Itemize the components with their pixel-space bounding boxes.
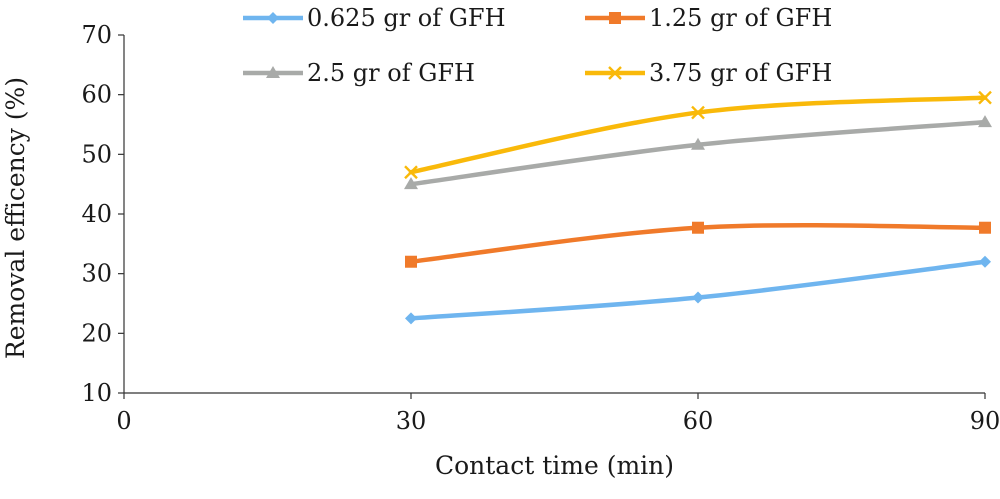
y-tick-label: 20 xyxy=(81,319,112,347)
x-tick-label: 30 xyxy=(396,407,427,435)
data-point xyxy=(691,105,705,120)
data-point xyxy=(978,115,992,128)
legend-item: 2.5 gr of GFH xyxy=(243,59,475,87)
legend: 0.625 gr of GFH 1.25 gr of GFH 2.5 gr of G… xyxy=(243,4,832,87)
legend-swatch-marker xyxy=(266,66,280,78)
data-point xyxy=(692,291,704,304)
legend-swatch-marker xyxy=(267,12,279,24)
y-axis-title: Removal efficency (%) xyxy=(1,77,30,359)
series-line xyxy=(408,95,988,175)
data-point xyxy=(979,255,991,268)
legend-item: 1.25 gr of GFH xyxy=(585,4,832,32)
legend-item: 3.75 gr of GFH xyxy=(585,59,832,87)
x-axis-title: Contact time (min) xyxy=(435,451,674,480)
legend-label: 3.75 gr of GFH xyxy=(649,59,832,87)
x-tick-label: 0 xyxy=(116,407,131,435)
data-point xyxy=(405,312,417,325)
series-1 xyxy=(405,221,991,268)
y-tick-label: 30 xyxy=(81,260,112,288)
data-point xyxy=(691,137,705,150)
series-layer xyxy=(404,90,992,325)
legend-label: 2.5 gr of GFH xyxy=(307,59,475,87)
y-tick-label: 50 xyxy=(81,140,112,168)
data-point xyxy=(692,221,704,234)
y-tick-label: 60 xyxy=(81,81,112,109)
data-point xyxy=(978,90,992,105)
axes: 10 20 30 40 50 60 70 0 30 60 90 xyxy=(81,21,1000,435)
data-point xyxy=(404,165,418,180)
data-point xyxy=(979,221,991,234)
series-2 xyxy=(404,115,992,190)
legend-item: 0.625 gr of GFH xyxy=(243,4,506,32)
x-tick-label: 90 xyxy=(970,407,1000,435)
series-3 xyxy=(404,90,992,180)
legend-swatch-marker xyxy=(608,66,622,80)
data-point xyxy=(404,177,418,190)
x-tick-label: 60 xyxy=(683,407,714,435)
legend-swatch-marker xyxy=(609,12,621,24)
data-point xyxy=(405,255,417,268)
series-0 xyxy=(405,255,991,325)
y-tick-label: 70 xyxy=(81,21,112,49)
legend-label: 0.625 gr of GFH xyxy=(307,4,506,32)
legend-label: 1.25 gr of GFH xyxy=(649,4,832,32)
series-line xyxy=(408,259,988,321)
y-tick-label: 10 xyxy=(81,379,112,407)
y-tick-label: 40 xyxy=(81,200,112,228)
